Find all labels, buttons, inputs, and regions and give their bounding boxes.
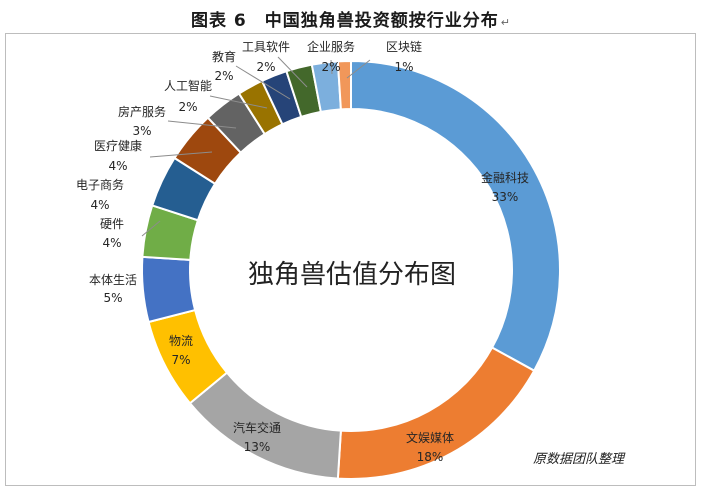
paragraph-mark-icon: ↵ <box>500 16 511 29</box>
source-credit: 原数据团队整理 <box>533 452 625 467</box>
slice-13 <box>336 59 352 111</box>
slice-0 <box>350 59 561 373</box>
data-label-name-9: 人工智能 <box>164 78 212 93</box>
data-label-value-7: 4% <box>108 159 127 173</box>
data-label-name-3: 物流 <box>169 334 193 348</box>
data-label-value-13: 1% <box>394 60 413 74</box>
figure-title: 图表 6 中国独角兽投资额按行业分布 ↵ <box>0 6 702 31</box>
data-label-name-5: 硬件 <box>100 217 124 231</box>
slice-4 <box>141 255 197 324</box>
leader-line-7 <box>149 151 213 158</box>
data-label-name-13: 区块链 <box>386 39 422 54</box>
data-label-value-1: 18% <box>417 450 444 464</box>
data-label-name-0: 金融科技 <box>481 170 529 185</box>
leader-line-10 <box>235 65 291 100</box>
data-label-value-10: 2% <box>214 69 233 83</box>
leader-line-12 <box>330 59 333 75</box>
data-label-name-7: 医疗健康 <box>94 138 142 153</box>
slices-group <box>141 59 561 480</box>
chart-frame <box>5 33 696 486</box>
data-label-name-1: 文娱媒体 <box>406 430 454 445</box>
data-label-name-6: 电子商务 <box>76 177 124 192</box>
leader-line-9 <box>209 95 268 109</box>
data-label-name-10: 教育 <box>212 49 236 64</box>
data-label-value-4: 5% <box>103 291 122 305</box>
figure-title-text: 图表 6 中国独角兽投资额按行业分布 <box>191 11 499 31</box>
data-label-value-6: 4% <box>90 198 109 212</box>
data-label-name-12: 企业服务 <box>307 39 355 54</box>
data-label-value-2: 13% <box>244 440 271 454</box>
center-label: 独角兽估值分布图 <box>248 260 456 290</box>
data-label-name-4: 本体生活 <box>89 273 137 287</box>
leader-line-11 <box>277 56 308 88</box>
data-label-name-2: 汽车交通 <box>233 420 281 435</box>
leader-line-5 <box>141 220 161 237</box>
data-label-name-8: 房产服务 <box>118 104 166 119</box>
data-label-value-8: 3% <box>132 124 151 138</box>
data-label-value-9: 2% <box>178 100 197 114</box>
data-label-value-12: 2% <box>321 60 340 74</box>
data-label-value-11: 2% <box>256 60 275 74</box>
data-label-value-3: 7% <box>171 353 190 367</box>
data-label-name-11: 工具软件 <box>242 40 290 54</box>
leader-line-13 <box>346 59 371 79</box>
leader-line-8 <box>167 120 237 129</box>
data-label-value-5: 4% <box>102 236 121 250</box>
labels-group: 金融科技 33% 文娱媒体 18% 汽车交通 13% 物流 7% 本体生活 5% 硬件 4% 电子商务 4… <box>76 39 529 464</box>
data-label-value-0: 33% <box>492 190 519 204</box>
